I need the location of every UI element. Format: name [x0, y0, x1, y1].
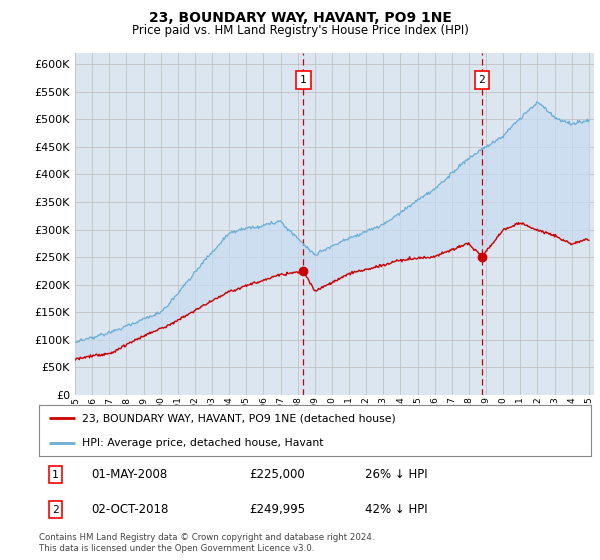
Text: Price paid vs. HM Land Registry's House Price Index (HPI): Price paid vs. HM Land Registry's House …	[131, 24, 469, 36]
Text: 1: 1	[52, 470, 59, 479]
Text: Contains HM Land Registry data © Crown copyright and database right 2024.
This d: Contains HM Land Registry data © Crown c…	[39, 533, 374, 553]
Text: 23, BOUNDARY WAY, HAVANT, PO9 1NE (detached house): 23, BOUNDARY WAY, HAVANT, PO9 1NE (detac…	[82, 413, 396, 423]
Text: 1: 1	[300, 74, 307, 85]
Text: £249,995: £249,995	[249, 503, 305, 516]
Text: 02-OCT-2018: 02-OCT-2018	[91, 503, 169, 516]
Text: 23, BOUNDARY WAY, HAVANT, PO9 1NE: 23, BOUNDARY WAY, HAVANT, PO9 1NE	[149, 11, 451, 25]
Text: 26% ↓ HPI: 26% ↓ HPI	[365, 468, 427, 481]
Text: 2: 2	[52, 505, 59, 515]
Text: 01-MAY-2008: 01-MAY-2008	[91, 468, 167, 481]
Text: 2: 2	[478, 74, 485, 85]
Text: £225,000: £225,000	[249, 468, 305, 481]
Text: HPI: Average price, detached house, Havant: HPI: Average price, detached house, Hava…	[82, 438, 323, 448]
Text: 42% ↓ HPI: 42% ↓ HPI	[365, 503, 427, 516]
